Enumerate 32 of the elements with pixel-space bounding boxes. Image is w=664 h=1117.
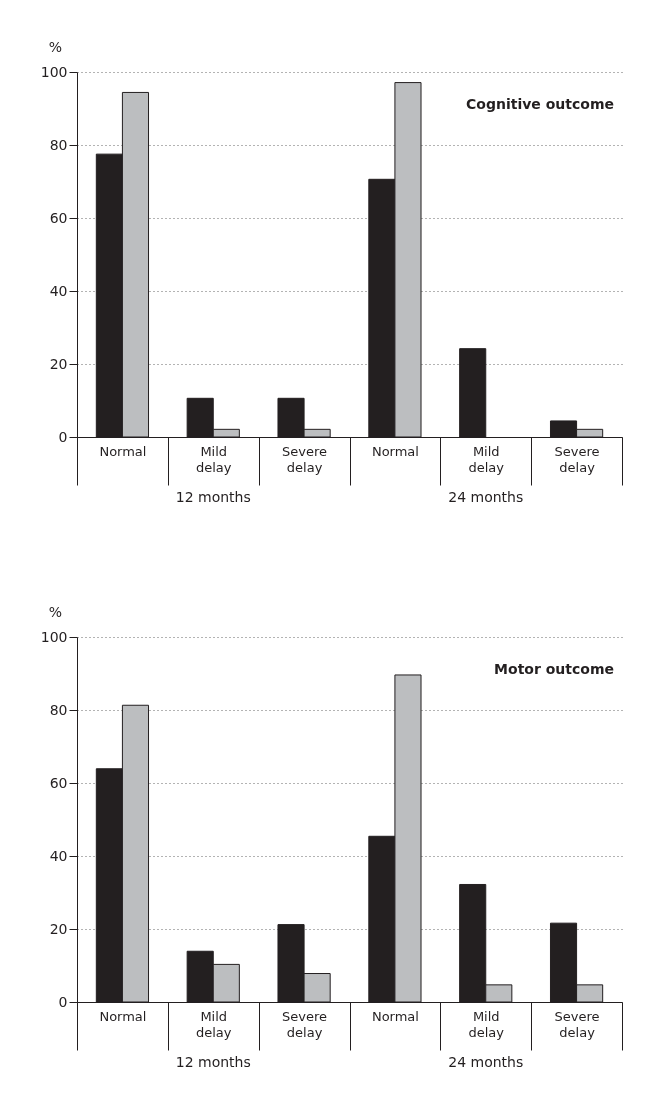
y-tick-label: 20 xyxy=(49,355,68,372)
x-tick-label: Severe delay xyxy=(554,1008,600,1040)
y-axis-title: % xyxy=(48,38,63,55)
y-tick-label: 80 xyxy=(49,136,68,153)
y-tick-label: 100 xyxy=(40,628,68,645)
y-tick-label: 0 xyxy=(58,428,68,445)
x-tick-label: Severe delay xyxy=(282,1008,328,1040)
text: 12 months xyxy=(175,489,251,505)
x-tick-label: Normal xyxy=(371,1008,419,1024)
y-tick-label: 60 xyxy=(49,774,68,791)
x-tick-label: Mild delay xyxy=(468,1008,505,1040)
y-tick-label: 40 xyxy=(49,847,68,864)
x-tick-label: Mild delay xyxy=(468,443,505,475)
text: Cognitive outcome xyxy=(466,96,614,112)
text: 12 months xyxy=(175,1054,251,1070)
y-tick-label: 80 xyxy=(49,701,68,718)
x-tick-label: Normal xyxy=(99,1008,147,1024)
y-tick-label: 40 xyxy=(49,282,68,299)
x-tick-label: Mild delay xyxy=(195,443,232,475)
y-tick-label: 0 xyxy=(58,993,68,1010)
x-tick-label: Normal xyxy=(371,443,419,459)
x-tick-label: Severe delay xyxy=(282,443,328,475)
text: 24 months xyxy=(448,1054,524,1070)
x-tick-label: Normal xyxy=(99,443,147,459)
y-tick-label: 20 xyxy=(49,920,68,937)
y-tick-label: 100 xyxy=(40,63,68,80)
y-axis-title: % xyxy=(48,603,63,620)
y-tick-label: 60 xyxy=(49,209,68,226)
x-tick-label: Severe delay xyxy=(554,443,600,475)
text: 24 months xyxy=(448,489,524,505)
x-tick-label: Mild delay xyxy=(195,1008,232,1040)
text: Motor outcome xyxy=(494,661,614,677)
